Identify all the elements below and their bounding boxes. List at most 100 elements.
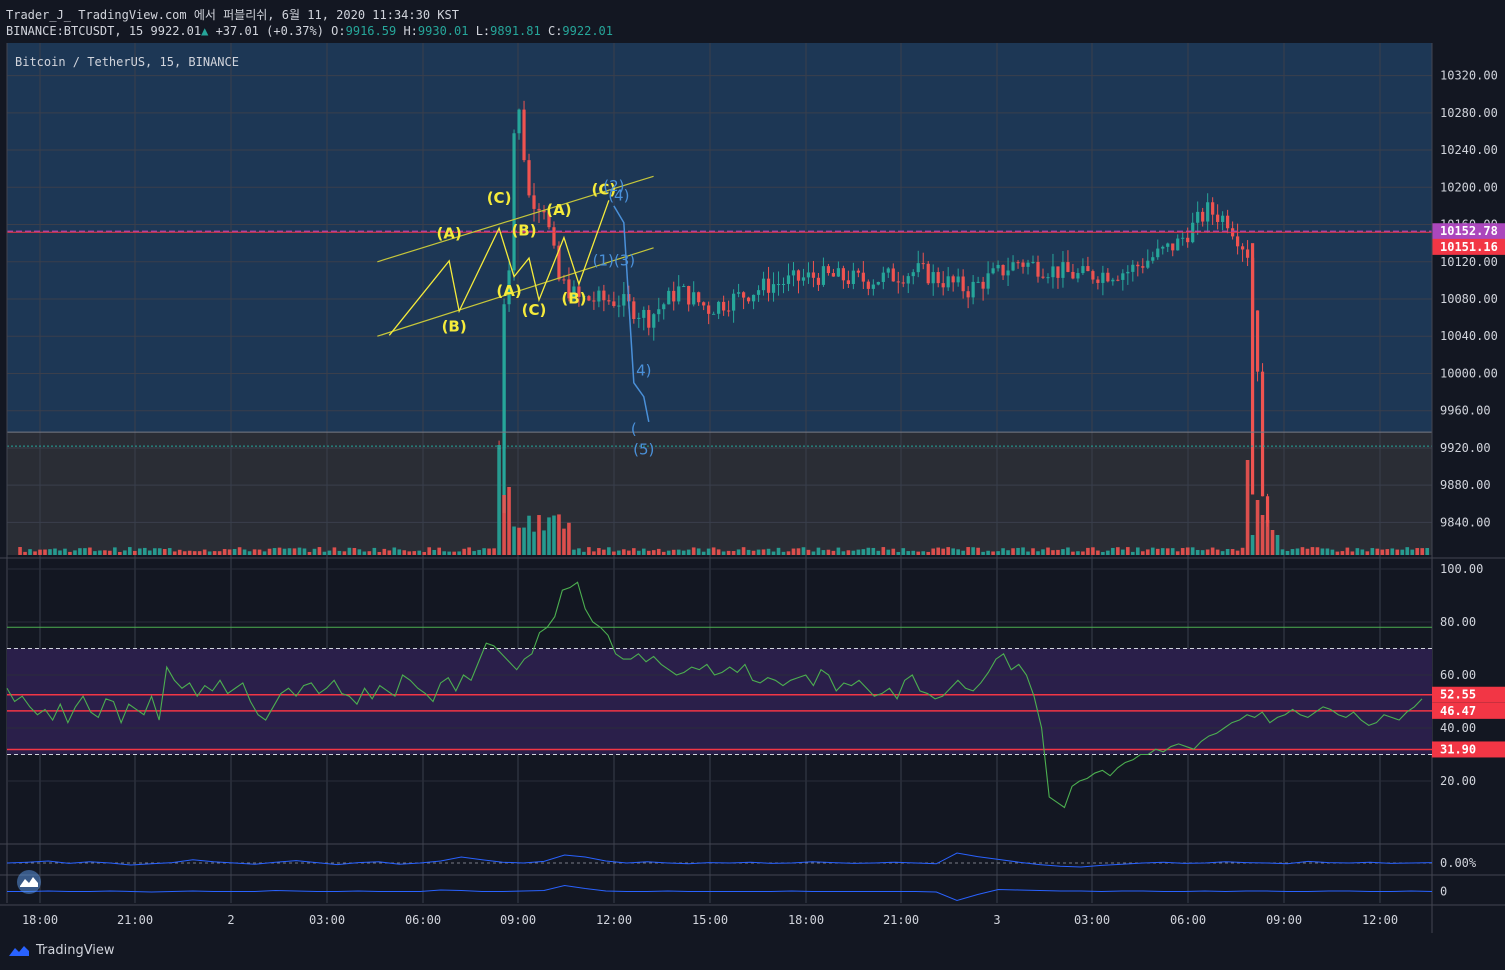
volume-bar [691,547,696,555]
candle-body [866,281,870,289]
volume-bar [332,547,337,555]
volume-bar [1131,551,1135,555]
volume-bar [906,551,911,555]
volume-bar [108,550,112,555]
channel-line-lower [377,247,654,337]
volume-bar [1250,535,1255,555]
rsi-tick-label: 80.00 [1440,615,1476,629]
volume-bar [512,526,516,555]
volume-bar [781,551,786,555]
volume-bar [866,547,871,555]
x-tick-label: 03:00 [309,913,345,927]
volume-bar [1126,547,1130,555]
candle-body [1026,262,1030,267]
volume-bar [118,551,122,555]
rsi-line [6,581,1423,809]
brand[interactable]: TradingView [8,943,115,958]
volume-bar [43,549,47,555]
volume-bar [123,550,127,555]
volume-bar [382,548,387,555]
volume-bar [1365,551,1370,555]
candle-body [642,309,646,318]
x-tick-label: 21:00 [883,913,919,927]
volume-bar [646,550,651,555]
volume-bar [457,551,461,555]
volume-bar [157,548,162,555]
volume-bar [217,551,222,555]
candle-body [1006,270,1010,276]
candle-body [672,290,676,302]
macd-line [7,884,1433,902]
volume-bar [861,549,866,555]
volume-bar [1026,551,1030,555]
volume-bar [1200,550,1205,555]
candle-body [712,313,716,315]
symbol[interactable]: BINANCE:BTCUSDT, 15 [6,24,144,38]
volume-bar [896,551,901,555]
candle-body [811,272,816,278]
volume-bar [1160,548,1165,555]
candle-body [1176,238,1180,251]
volume-bar [1355,548,1360,555]
x-tick-label: 06:00 [1170,913,1206,927]
volume-bar [1145,549,1150,555]
x-tick-label: 18:00 [788,913,824,927]
candle-body [602,290,606,301]
candle-body [851,270,855,284]
volume-bar [257,549,262,555]
close-value: 9922.01 [562,24,613,38]
candle-body [577,286,581,297]
price-tag-label: 10151.16 [1440,240,1498,254]
volume-bar [73,550,77,555]
volume-bar [347,547,352,555]
volume-bar [133,550,137,555]
volume-bar [1320,548,1325,555]
wave-label-blue: ( [631,420,637,438]
y-tick-label: 10080.00 [1440,292,1498,306]
volume-bar [83,548,87,555]
volume-bar [1405,547,1410,555]
volume-bar [856,549,861,555]
candle-body [1066,262,1070,272]
volume-bar [48,549,52,555]
volume-bar [1031,548,1035,555]
close-label: C: [547,24,563,38]
volume-bar [911,550,916,555]
volume-bar [622,549,626,555]
candle-body [702,302,706,306]
y-tick-label: 9920.00 [1440,441,1491,455]
volume-bar [167,548,172,555]
volume-bar [68,551,72,555]
volume-bar [547,517,551,555]
candle-body [916,263,920,273]
volume-bar [1270,530,1275,555]
volume-bar [442,551,446,555]
volume-bar [147,550,152,555]
volume-bar [207,551,212,555]
volume-bar [602,549,606,555]
volume-bar [661,551,666,555]
x-tick-label: 3 [993,913,1000,927]
volume-bar [152,548,157,555]
x-tick-label: 09:00 [500,913,536,927]
candle-body [1226,215,1230,229]
volume-bar [926,551,931,555]
volume-bar [1265,520,1270,555]
volume-bar [407,551,412,555]
volume-bar [991,551,995,555]
candle-body [1216,214,1220,222]
candle-body [901,282,905,284]
candle-body [1265,496,1270,523]
candle-body [1260,371,1265,497]
wave-label-yellow: (B) [561,290,586,308]
volume-bar [372,547,377,555]
wave-label-yellow: (B) [442,318,467,336]
volume-bar [1170,548,1175,555]
candle-body [841,268,845,281]
volume-bar [846,550,851,555]
volume-bar [262,551,267,555]
candle-body [961,276,965,292]
y-tick-label: 10280.00 [1440,106,1498,120]
wave-label-yellow: (C) [487,189,512,207]
